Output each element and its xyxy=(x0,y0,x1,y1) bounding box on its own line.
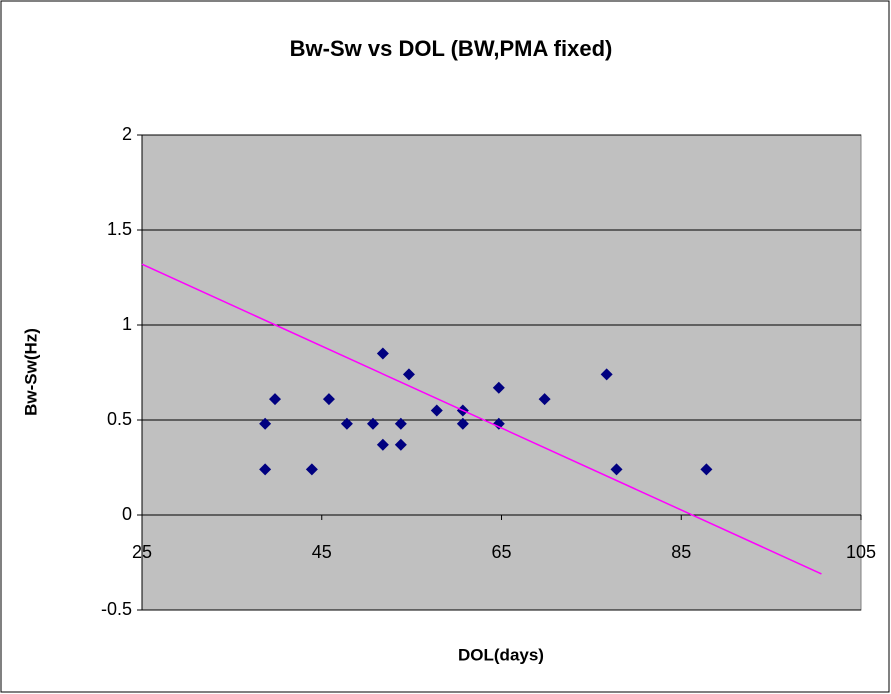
y-tick-label: 2 xyxy=(122,124,132,144)
plot-area xyxy=(141,134,862,611)
data-point xyxy=(430,404,443,417)
y-tick-label: 1.5 xyxy=(107,219,132,239)
data-point xyxy=(492,417,505,430)
data-point xyxy=(402,368,415,381)
x-tick-label: 65 xyxy=(491,542,511,562)
data-point xyxy=(492,381,505,394)
x-tick-label: 105 xyxy=(846,542,876,562)
data-point xyxy=(610,463,623,476)
y-axis-label: Bw-Sw(Hz) xyxy=(21,328,40,416)
chart-title: Bw-Sw vs DOL (BW,PMA fixed) xyxy=(290,36,613,61)
data-point xyxy=(322,393,335,406)
x-axis-label: DOL(days) xyxy=(458,645,544,664)
data-point xyxy=(376,438,389,451)
data-point xyxy=(259,417,272,430)
x-tick-label: 25 xyxy=(132,542,152,562)
data-point xyxy=(394,417,407,430)
data-point xyxy=(366,417,379,430)
y-tick-label: 0.5 xyxy=(107,409,132,429)
y-tick-label: 0 xyxy=(122,504,132,524)
y-tick-label: 1 xyxy=(122,314,132,334)
data-point xyxy=(305,463,318,476)
x-tick-label: 85 xyxy=(671,542,691,562)
y-tick-label: -0.5 xyxy=(101,599,132,619)
data-point xyxy=(269,393,282,406)
x-tick-label: 45 xyxy=(312,542,332,562)
data-point xyxy=(538,393,551,406)
data-point xyxy=(456,417,469,430)
trend-line xyxy=(141,263,822,575)
data-point xyxy=(340,417,353,430)
data-point xyxy=(394,438,407,451)
data-point xyxy=(600,368,613,381)
data-point xyxy=(376,347,389,360)
data-point xyxy=(259,463,272,476)
data-point xyxy=(700,463,713,476)
